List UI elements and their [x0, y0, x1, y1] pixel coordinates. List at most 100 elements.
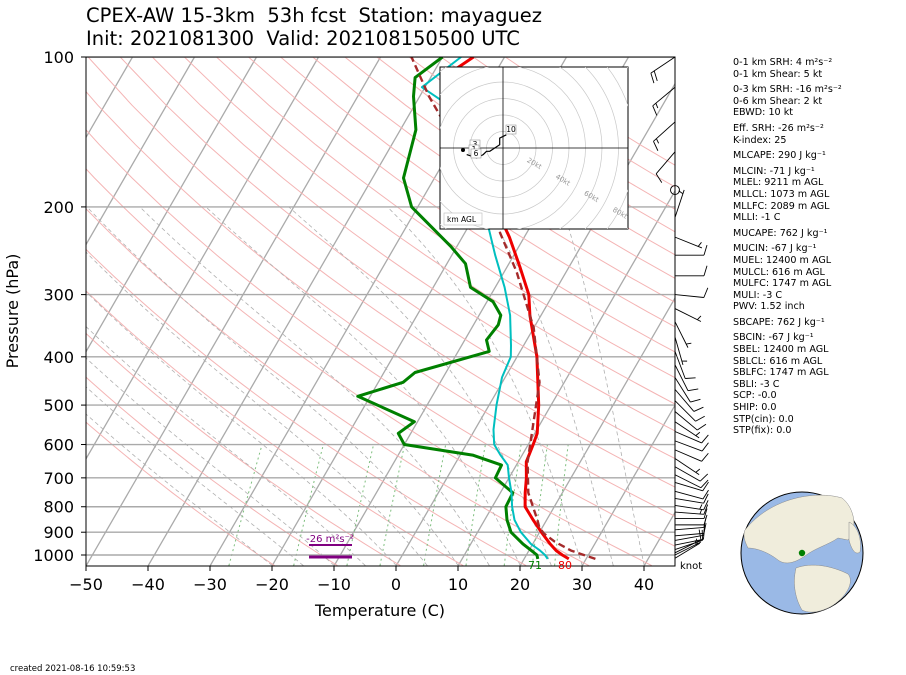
y-tick-label: 800 [43, 498, 74, 517]
wind-barb-staff [674, 504, 704, 511]
moist-adiabat-line [86, 291, 397, 566]
parameter-row: SHIP: 0.0 [733, 402, 777, 414]
parameter-row: SBLCL: 616 m AGL [733, 355, 823, 367]
wind-barb-staff [674, 534, 704, 541]
wind-barb-staff [674, 321, 689, 348]
dry-adiabat-line [216, 57, 675, 379]
mixing-ratio-line [228, 444, 263, 566]
parameter-row: K-index: 25 [733, 134, 787, 146]
wind-barb-staff [674, 336, 684, 366]
y-tick-label: 100 [43, 48, 74, 67]
wind-barb-flag [695, 468, 701, 473]
wind-barb-flag [703, 508, 708, 519]
dry-adiabat-line [280, 57, 675, 328]
wind-barb-flag [703, 504, 709, 515]
wind-barb-staff [674, 474, 702, 489]
chart-title-line2: Init: 2021081300 Valid: 202108150500 UTC [86, 27, 520, 50]
surface-temperature-label: 80 [558, 559, 572, 572]
chart-title-line1: CPEX-AW 15-3km 53h fcst Station: mayague… [86, 4, 543, 27]
moist-adiabat-line [561, 206, 645, 566]
moist-adiabat-line [86, 386, 304, 566]
parameter-row: MLLI: -1 C [733, 212, 781, 224]
parameter-row: MLEL: 9211 m AGL [733, 177, 824, 189]
calm-wind-circle [670, 185, 680, 196]
dry-adiabat-line [184, 57, 675, 405]
wind-barb-staff [674, 538, 704, 546]
parameter-row: MLLFC: 2089 m AGL [733, 200, 830, 212]
wind-barb-staff [674, 482, 703, 492]
parameter-row: SBLI: -3 C [733, 378, 780, 390]
wind-barb-staff [674, 431, 702, 444]
wind-barb-staff [653, 121, 676, 142]
dry-adiabat-line [86, 332, 401, 566]
wind-barb-staff [674, 511, 704, 515]
wind-barb-staff [674, 294, 704, 298]
wind-barb-flag [690, 398, 701, 403]
hodograph-height-box [505, 124, 517, 135]
dry-adiabat-line [87, 57, 675, 488]
wind-barb-flag [685, 377, 696, 379]
wind-barb-flag [656, 138, 660, 144]
wind-barb-staff [674, 421, 700, 439]
wind-barb-flag [700, 479, 709, 489]
hodograph-inset: 20kt40kt60kt80kt10316km AGL [439, 66, 629, 230]
axes: Temperature (C) Pressure (hPa) −50 −40 −30… [3, 48, 702, 620]
wind-barb-flag [703, 493, 709, 504]
wind-barb-staff [674, 364, 689, 391]
x-tick-label: 10 [448, 575, 468, 594]
parameter-row: STP(fix): 0.0 [733, 425, 792, 437]
wind-barb-staff [674, 526, 704, 531]
dry-adiabat-line [86, 421, 275, 566]
parameter-row: MULFC: 1747 m AGL [733, 278, 832, 290]
y-tick-label: 500 [43, 396, 74, 415]
mixing-ratio-line [465, 444, 486, 566]
isotherm-line [86, 57, 258, 353]
wind-barb-staff [652, 86, 676, 107]
parameter-row: SBCAPE: 762 J kg⁻¹ [733, 316, 825, 328]
wind-barb-staff [674, 539, 703, 550]
parameter-row: 0-3 km SRH: -16 m²s⁻² [733, 84, 842, 96]
x-tick-label: 20 [510, 575, 530, 594]
parameter-row: MLLCL: 1073 m AGL [733, 188, 830, 200]
y-tick-label: 600 [43, 436, 74, 455]
parameter-list: 0-1 km SRH: 4 m²s⁻² 0-1 km Shear: 5 kt 0-3… [733, 57, 842, 437]
globe-europe-africa [848, 521, 861, 554]
wind-barb-flag [702, 489, 709, 500]
parameter-row: SCP: -0.0 [733, 390, 777, 402]
wind-barb-staff [655, 151, 676, 175]
surface-dewpoint-label: 71 [528, 559, 542, 572]
isotherm-line [86, 57, 320, 461]
dewpoint-line [356, 57, 540, 560]
y-axis-label: Pressure (hPa) [3, 254, 22, 369]
wind-barb-flag [699, 508, 703, 515]
globe-locator [740, 491, 864, 615]
wind-barb-flag [699, 473, 709, 482]
dry-adiabat-line [86, 290, 464, 566]
isotherm-line [86, 57, 382, 566]
parameter-row: MLCAPE: 290 J kg⁻¹ [733, 150, 826, 162]
parameter-row: 0-1 km Shear: 5 kt [733, 68, 823, 80]
dry-adiabat-line [86, 129, 675, 547]
created-timestamp: created 2021-08-16 10:59:53 [10, 664, 136, 674]
wind-barb-flag [696, 538, 698, 544]
wind-barb-flag [650, 72, 655, 84]
wind-barb-staff [674, 498, 704, 504]
wind-barb-staff [674, 542, 701, 559]
moist-adiabat-line [288, 206, 552, 566]
dry-adiabat-line [86, 208, 590, 566]
globe-south-america [794, 564, 851, 613]
wind-barb-flag [695, 415, 705, 422]
wind-barbs [650, 56, 709, 559]
wind-barb-flag [697, 423, 707, 431]
wind-barb-flag [652, 105, 658, 116]
wind-barb-flag [686, 342, 692, 345]
wind-barb-flag [687, 388, 699, 392]
hodograph-storm-motion [461, 148, 465, 152]
wind-barb-flag [703, 514, 708, 526]
isotherm-line [86, 57, 196, 246]
parameter-row: 0-6 km Shear: 2 kt [733, 95, 823, 107]
parameter-row: MULI: -3 C [733, 289, 783, 301]
y-tick-label: 400 [43, 348, 74, 367]
wind-barb-staff [674, 541, 702, 556]
hodograph-height-label: 10 [506, 125, 516, 134]
